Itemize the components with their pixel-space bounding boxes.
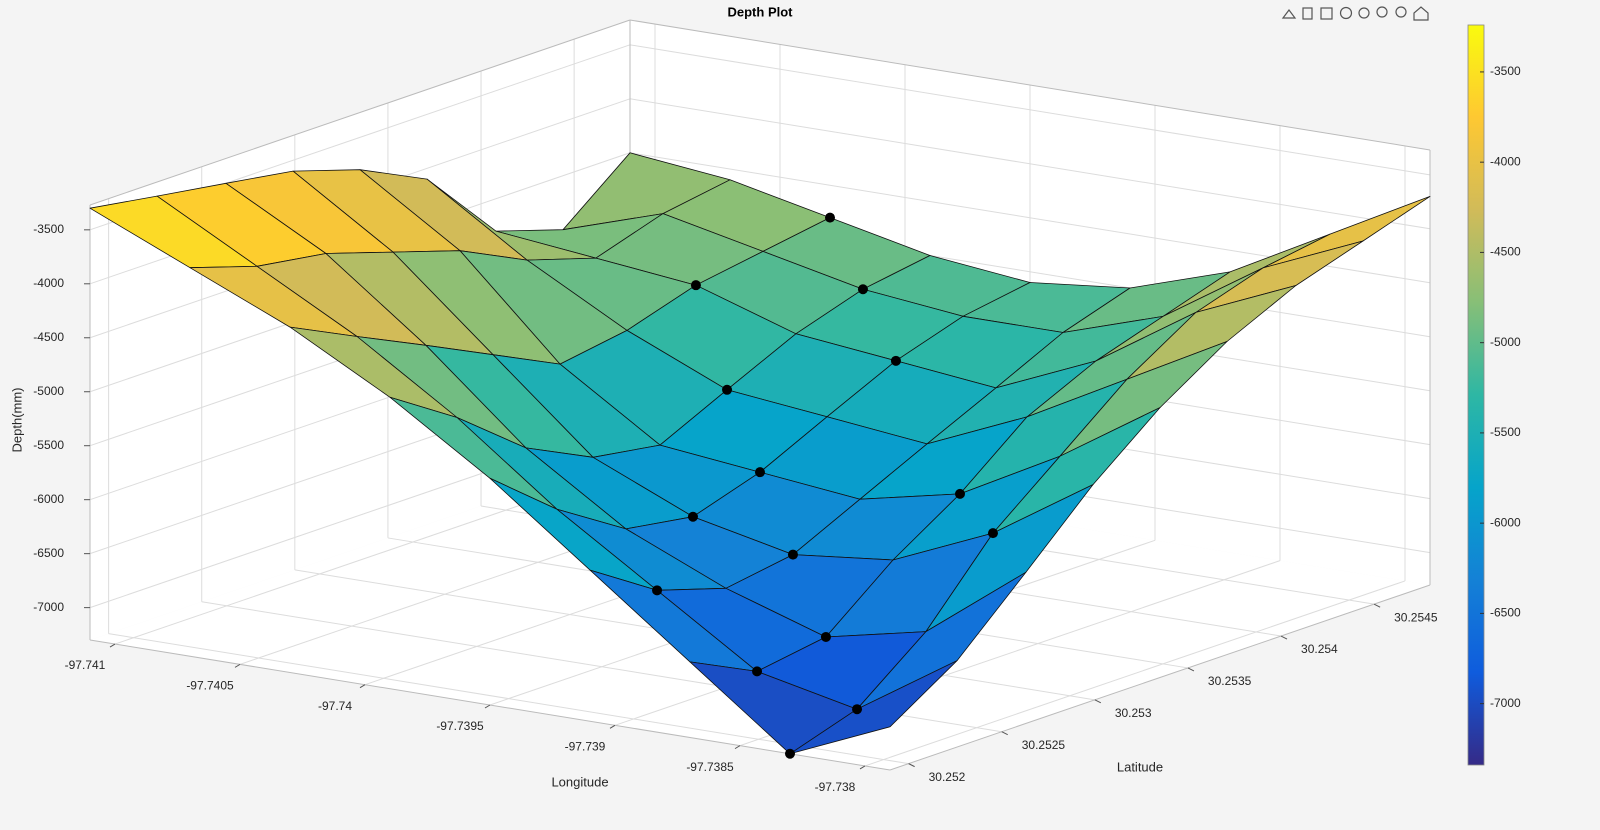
x-tick [859, 765, 866, 770]
y-tick [1001, 731, 1008, 736]
y-tick-label: 30.253 [1115, 706, 1152, 720]
z-tick-label: -5500 [33, 438, 64, 452]
scatter-points [652, 212, 998, 759]
colorbar-tick-label: -5000 [1490, 335, 1521, 349]
colorbar-tick-label: -3500 [1490, 64, 1521, 78]
data-point [825, 212, 835, 223]
z-tick-label: -4000 [33, 276, 64, 290]
x-tick-label: -97.739 [565, 739, 606, 753]
colorbar-tick-label: -6500 [1490, 606, 1521, 620]
colorbar-tick-label: -4500 [1490, 245, 1521, 259]
toolbar-brush[interactable] [1281, 9, 1297, 19]
toolbar-pan[interactable] [1339, 6, 1353, 20]
data-point [852, 704, 863, 715]
colorbar-tick-label: -4000 [1490, 154, 1521, 168]
colorbar: -3500 -4000 -4500 -5000 -5500 -6000 -6500 -7000 [1467, 24, 1521, 766]
z-tick-label: -6000 [33, 492, 64, 506]
y-tick [1187, 667, 1195, 672]
surface-patch [789, 660, 958, 755]
colorbar-tick-label: -6000 [1490, 515, 1521, 529]
data-point [722, 384, 733, 395]
y-grid-line [108, 633, 909, 765]
data-point [687, 511, 698, 522]
toolbar-datatip[interactable] [1302, 7, 1313, 20]
colorbar-tick-label: -7000 [1490, 696, 1521, 710]
z-grid-line [629, 44, 1431, 176]
y-tick [1373, 603, 1381, 608]
y-tick-label: 30.254 [1301, 642, 1338, 656]
surface [89, 152, 1431, 755]
x-tick [234, 663, 241, 668]
data-point [787, 549, 798, 560]
chart-title: Depth Plot [728, 4, 794, 19]
x-tick-label: -97.741 [65, 658, 106, 672]
data-point [820, 631, 831, 642]
x-tick-label: -97.7385 [686, 760, 734, 774]
y-axis-line [889, 584, 1431, 771]
data-point [785, 748, 795, 759]
y-tick [1094, 699, 1102, 704]
z-grid-line [629, 98, 1431, 230]
data-point [652, 585, 663, 596]
z-tick-label: -4500 [33, 330, 64, 344]
z-tick-label: -6500 [33, 546, 64, 560]
y-tick-label: 30.252 [929, 770, 966, 784]
z-tick-label: -5000 [33, 384, 64, 398]
x-grid-line [864, 580, 1406, 767]
x-axis-label: Longitude [551, 774, 608, 789]
z-tick-label: -3500 [33, 222, 64, 236]
toolbar-zoom-out[interactable] [1395, 6, 1407, 18]
y-tick [1280, 635, 1288, 640]
z-tick-label: -7000 [33, 600, 64, 614]
x-tick-label: -97.738 [815, 780, 856, 794]
x-tick [359, 684, 366, 689]
toolbar-hand[interactable] [1358, 7, 1370, 19]
colorbar-ramp [1467, 24, 1485, 766]
data-point [857, 284, 868, 295]
data-point [890, 355, 901, 366]
data-point [755, 467, 765, 478]
toolbar-rotate[interactable] [1320, 7, 1333, 20]
axes-toolbar[interactable] [1281, 6, 1429, 21]
x-tick-label: -97.7405 [186, 679, 234, 693]
y-axis-label: Latitude [1117, 759, 1163, 774]
x-tick [734, 745, 741, 750]
x-tick [109, 643, 116, 648]
box-edge [89, 19, 631, 206]
z-axis-label: Depth(mm) [9, 387, 24, 452]
x-tick-label: -97.74 [318, 699, 352, 713]
x-tick [484, 704, 491, 709]
colorbar-tick-label: -5500 [1490, 425, 1521, 439]
y-tick-label: 30.2535 [1208, 674, 1252, 688]
data-point [752, 666, 763, 677]
data-point [690, 280, 701, 291]
y-tick [908, 763, 915, 768]
toolbar-home[interactable] [1413, 6, 1429, 21]
toolbar-zoom-in[interactable] [1376, 6, 1388, 18]
y-tick-label: 30.2525 [1022, 738, 1066, 752]
x-tick-label: -97.7395 [436, 719, 484, 733]
y-tick-label: 30.2545 [1394, 610, 1438, 624]
data-point [955, 488, 965, 499]
data-point [987, 528, 998, 539]
box-edge [629, 19, 1431, 151]
x-tick [609, 724, 616, 729]
